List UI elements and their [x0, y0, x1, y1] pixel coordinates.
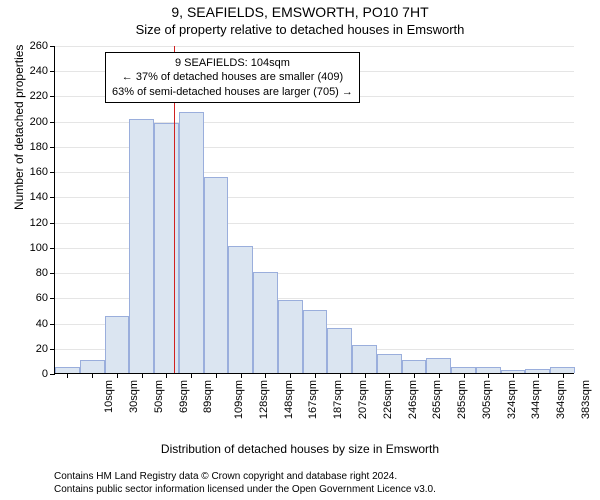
gridline-h: [55, 46, 574, 47]
xtick-mark: [439, 373, 440, 378]
xtick-mark: [241, 373, 242, 378]
page-subtitle: Size of property relative to detached ho…: [0, 22, 600, 37]
ytick-mark: [50, 172, 55, 173]
xtick-label: 109sqm: [233, 380, 245, 419]
xtick-mark: [464, 373, 465, 378]
histogram-bar: [253, 272, 278, 373]
ytick-label: 60: [18, 292, 48, 304]
ytick-mark: [50, 197, 55, 198]
xtick-label: 30sqm: [128, 380, 140, 413]
histogram-bar: [377, 354, 402, 373]
ytick-label: 240: [18, 65, 48, 77]
xtick-label: 324sqm: [506, 380, 518, 419]
xtick-label: 167sqm: [308, 380, 320, 419]
plot-region: 9 SEAFIELDS: 104sqm ← 37% of detached ho…: [54, 46, 574, 374]
xtick-mark: [142, 373, 143, 378]
ytick-label: 160: [18, 166, 48, 178]
histogram-bar: [80, 360, 105, 373]
xtick-mark: [365, 373, 366, 378]
xtick-mark: [513, 373, 514, 378]
ytick-label: 120: [18, 217, 48, 229]
annotation-line2: ← 37% of detached houses are smaller (40…: [112, 70, 353, 84]
xtick-mark: [340, 373, 341, 378]
xtick-label: 383sqm: [580, 380, 592, 419]
copyright-caption: Contains HM Land Registry data © Crown c…: [54, 471, 436, 496]
histogram-bar: [278, 300, 303, 373]
annotation-line1: 9 SEAFIELDS: 104sqm: [112, 56, 353, 70]
xtick-mark: [563, 373, 564, 378]
ytick-mark: [50, 324, 55, 325]
histogram-bar: [154, 123, 179, 373]
xtick-label: 187sqm: [332, 380, 344, 419]
xtick-mark: [315, 373, 316, 378]
ytick-label: 0: [18, 368, 48, 380]
ytick-label: 180: [18, 141, 48, 153]
annotation-line3: 63% of semi-detached houses are larger (…: [112, 85, 353, 99]
ytick-label: 200: [18, 116, 48, 128]
ytick-label: 20: [18, 343, 48, 355]
chart-area: 9 SEAFIELDS: 104sqm ← 37% of detached ho…: [54, 46, 574, 416]
xtick-mark: [414, 373, 415, 378]
ytick-mark: [50, 298, 55, 299]
histogram-bar: [105, 316, 130, 373]
histogram-bar: [179, 112, 204, 373]
xtick-label: 10sqm: [103, 380, 115, 413]
ytick-mark: [50, 147, 55, 148]
ytick-mark: [50, 374, 55, 375]
xtick-label: 305sqm: [481, 380, 493, 419]
xtick-label: 344sqm: [530, 380, 542, 419]
xtick-mark: [488, 373, 489, 378]
ytick-mark: [50, 223, 55, 224]
histogram-bar: [352, 345, 377, 373]
xtick-mark: [117, 373, 118, 378]
ytick-label: 260: [18, 40, 48, 52]
xtick-label: 69sqm: [178, 380, 190, 413]
histogram-bar: [327, 328, 352, 373]
xtick-label: 148sqm: [283, 380, 295, 419]
histogram-bar: [303, 310, 328, 373]
histogram-bar: [426, 358, 451, 373]
xtick-mark: [67, 373, 68, 378]
ytick-label: 220: [18, 90, 48, 102]
xtick-mark: [92, 373, 93, 378]
xtick-mark: [290, 373, 291, 378]
caption-line2: Contains public sector information licen…: [54, 484, 436, 497]
xtick-label: 265sqm: [431, 380, 443, 419]
xtick-label: 207sqm: [357, 380, 369, 419]
xtick-mark: [191, 373, 192, 378]
caption-line1: Contains HM Land Registry data © Crown c…: [54, 471, 436, 484]
xtick-label: 285sqm: [456, 380, 468, 419]
ytick-mark: [50, 349, 55, 350]
xtick-mark: [538, 373, 539, 378]
ytick-mark: [50, 96, 55, 97]
histogram-bar: [129, 119, 154, 373]
xtick-label: 128sqm: [258, 380, 270, 419]
ytick-mark: [50, 248, 55, 249]
xtick-mark: [166, 373, 167, 378]
ytick-label: 100: [18, 242, 48, 254]
ytick-label: 40: [18, 318, 48, 330]
xtick-label: 50sqm: [153, 380, 165, 413]
page-title-address: 9, SEAFIELDS, EMSWORTH, PO10 7HT: [0, 4, 600, 20]
ytick-mark: [50, 273, 55, 274]
xtick-mark: [216, 373, 217, 378]
ytick-mark: [50, 122, 55, 123]
histogram-bar: [228, 246, 253, 373]
xtick-label: 246sqm: [407, 380, 419, 419]
ytick-label: 140: [18, 191, 48, 203]
xtick-label: 89sqm: [202, 380, 214, 413]
xtick-mark: [265, 373, 266, 378]
xtick-label: 226sqm: [382, 380, 394, 419]
ytick-mark: [50, 71, 55, 72]
xtick-mark: [389, 373, 390, 378]
annotation-box: 9 SEAFIELDS: 104sqm ← 37% of detached ho…: [105, 52, 360, 103]
x-axis-title: Distribution of detached houses by size …: [0, 442, 600, 456]
ytick-mark: [50, 46, 55, 47]
histogram-bar: [402, 360, 427, 373]
ytick-label: 80: [18, 267, 48, 279]
xtick-label: 364sqm: [555, 380, 567, 419]
histogram-bar: [204, 177, 229, 373]
